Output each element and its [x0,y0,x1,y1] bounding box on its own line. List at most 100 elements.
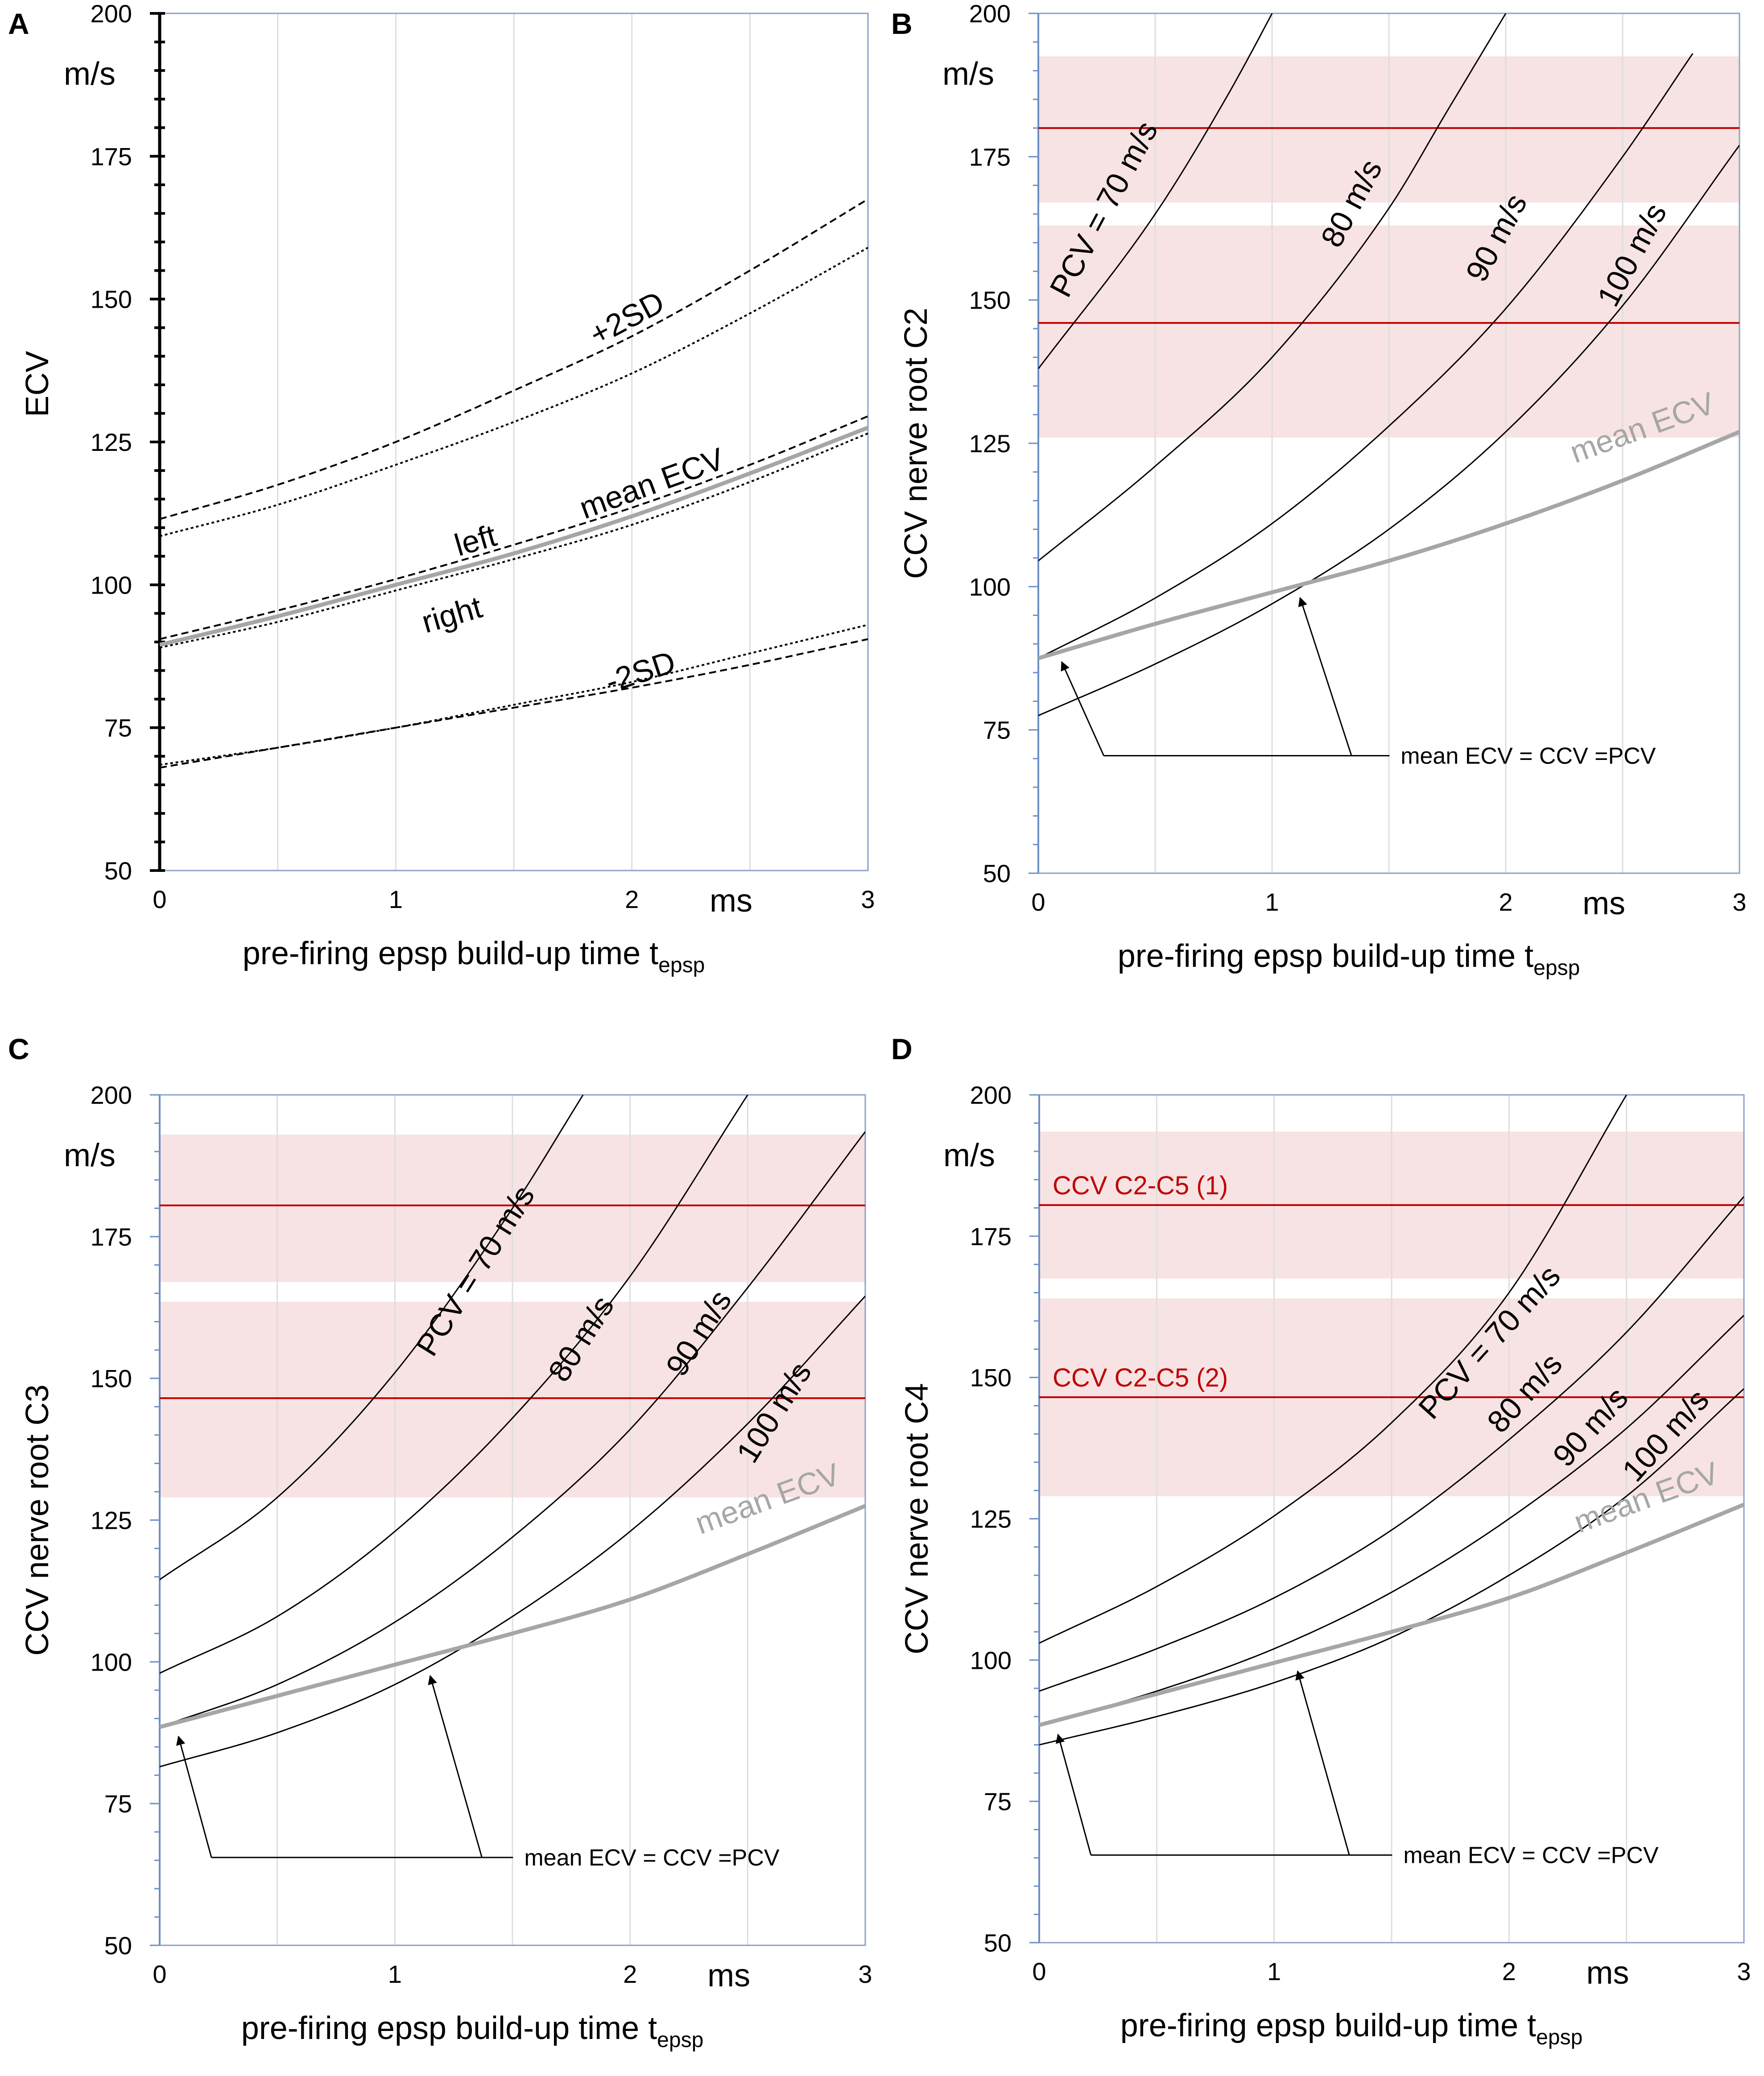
x-axis-title: pre-firing epsp build-up time tepsp [241,2010,704,2052]
y-tick-label: 175 [970,1222,1012,1251]
annotation-text: mean ECV = CCV =PCV [1403,1843,1659,1869]
panel-letter: A [8,7,29,40]
panel-letter: C [8,1032,29,1065]
curve-label: -2SD [601,644,680,699]
x-tick-label: 2 [623,1960,637,1988]
series-line [160,198,868,520]
series-line [1039,1095,1627,1644]
y-tick-label: 75 [983,716,1011,744]
curve-label: right [418,590,486,640]
series-line [160,1095,584,1581]
panel-B: 50 75 100 125 150 175 200 0 1 2 3 ms m/s CCV nerve ro… [891,0,1747,980]
x-unit-label: ms [710,883,752,919]
series-line [1039,1502,1744,1727]
x-unit-label: ms [1582,886,1625,921]
x-tick-label: 1 [1267,1957,1281,1985]
y-tick-label: 100 [91,1648,132,1676]
x-axis-title: pre-firing epsp build-up time tepsp [1118,938,1580,980]
x-tick-label: 2 [1502,1957,1516,1985]
y-tick-label: 50 [984,1929,1012,1957]
y-tick-label: 75 [104,1790,132,1818]
series-line [160,415,868,640]
x-tick-label: 3 [858,1960,872,1988]
y-tick-label: 50 [104,1932,132,1960]
curve-label: left [450,518,500,563]
series-line [1039,1315,1744,1726]
y-tick-label: 175 [91,142,132,170]
y-tick-label: 50 [983,859,1011,887]
x-tick-label: 0 [153,1960,166,1988]
y-tick-label: 125 [91,1506,132,1535]
annotation-text: mean ECV = CCV =PCV [1400,743,1656,769]
y-tick-label: 175 [91,1223,132,1251]
series-line [1039,1196,1744,1692]
panel-D: 50 75 100 125 150 175 200 0 1 2 3 ms m/s CCV nerve ro… [891,1032,1751,2049]
x-tick-label: 1 [1265,888,1279,916]
y-unit-label: m/s [943,1138,995,1173]
y-tick-label: 100 [91,571,132,599]
x-tick-label: 1 [388,1960,402,1988]
x-tick-label: 1 [389,885,403,913]
series-line [160,425,868,647]
y-tick-label: 100 [969,573,1011,601]
annotation-arrow [1061,661,1105,756]
series-line [1038,13,1507,561]
series-line [160,1296,865,1767]
annotation-arrow [1055,1733,1092,1855]
reference-line-label: CCV C2-C5 (1) [1053,1171,1228,1200]
y-tick-label: 150 [91,285,132,314]
x-tick-label: 3 [861,885,875,913]
y-unit-label: m/s [64,1138,116,1173]
y-tick-label: 200 [91,0,132,28]
x-tick-label: 2 [1499,888,1512,916]
x-axis-title: pre-firing epsp build-up time tepsp [1120,2008,1583,2049]
series-line [160,1095,748,1674]
y-tick-label: 100 [970,1646,1012,1674]
y-tick-label: 75 [984,1787,1012,1816]
panel-letter: B [891,7,913,40]
x-tick-label: 3 [1737,1957,1751,1985]
y-axis-title: CCV nerve root C3 [20,1384,55,1655]
y-tick-label: 125 [91,428,132,456]
y-unit-label: m/s [942,56,994,92]
y-tick-label: 150 [91,1365,132,1393]
y-axis-title: CCV nerve root C4 [899,1383,935,1654]
y-unit-label: m/s [64,56,116,92]
y-axis-title: ECV [20,351,55,417]
x-tick-label: 0 [153,885,166,913]
y-tick-label: 75 [104,714,132,742]
y-tick-label: 200 [969,0,1011,28]
series-line [160,247,868,537]
x-tick-label: 0 [1032,1957,1046,1985]
y-tick-label: 50 [104,857,132,885]
y-tick-label: 150 [970,1364,1012,1392]
series-line [160,1131,865,1728]
series-line [1038,430,1739,660]
annotation-text: mean ECV = CCV =PCV [524,1845,780,1871]
series-line [160,1504,865,1729]
annotation-arrow [428,1675,483,1858]
x-unit-label: ms [707,1958,750,1993]
panel-letter: D [891,1032,913,1065]
series-line [160,638,868,769]
annotation-arrow [176,1735,212,1858]
y-tick-label: 200 [970,1081,1012,1109]
series-line [160,624,868,766]
y-tick-label: 150 [969,286,1011,314]
y-tick-label: 125 [969,429,1011,458]
curve-label: mean ECV [575,441,729,525]
series-line [1039,1388,1744,1746]
reference-line-label: CCV C2-C5 (2) [1053,1363,1228,1392]
y-tick-label: 200 [91,1081,132,1109]
curve-label: +2SD [584,285,670,352]
x-tick-label: 3 [1732,888,1746,916]
series-line [1038,13,1273,369]
x-tick-label: 0 [1031,888,1045,916]
x-tick-label: 2 [625,885,639,913]
series-line [1038,144,1739,716]
panel-A: 50 75 100 125 150 175 200 0 1 2 3 ms m/s ECV pre-firin… [8,0,875,977]
y-tick-label: 125 [970,1505,1012,1533]
annotation-arrow [1298,597,1352,756]
series-line [1038,53,1694,659]
